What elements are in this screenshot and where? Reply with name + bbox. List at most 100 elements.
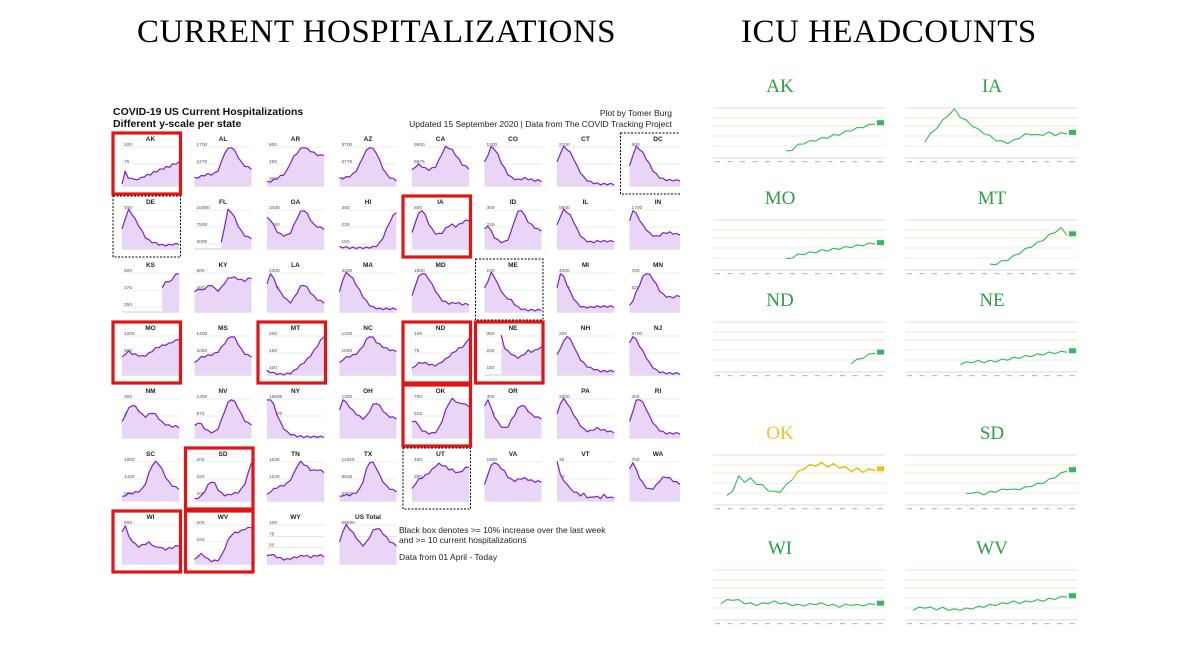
panel-title-fl: FL — [219, 199, 227, 206]
series-line-dc — [628, 145, 680, 182]
icu-headcounts-heading: ICU HEADCOUNTS — [741, 14, 1037, 50]
panel-title-sd: SD — [218, 451, 227, 458]
icu-x-tick — [994, 161, 1000, 163]
icu-x-tick — [852, 273, 858, 275]
series-area-wy — [267, 554, 324, 564]
panel-title-ut: UT — [436, 451, 445, 458]
icu-x-tick — [802, 273, 808, 275]
icu-x-tick — [790, 508, 795, 510]
red-box-ak — [111, 131, 183, 196]
icu-series-line-ak — [786, 123, 876, 152]
icu-x-tick — [957, 508, 962, 510]
tick-label: 450 — [269, 159, 277, 165]
icu-series-line-ok — [726, 462, 876, 497]
tick-label: 4000 — [559, 268, 570, 274]
icu-series-line-ia — [924, 108, 1068, 145]
tick-label: 1630 — [269, 457, 280, 463]
panel-ca: CA900069754650 — [411, 136, 470, 187]
icu-x-tick — [969, 508, 975, 510]
icu-x-tick — [994, 375, 1000, 377]
series-area-oh — [339, 399, 397, 438]
panel-title-ma: MA — [363, 262, 373, 269]
icu-x-tick — [1007, 375, 1012, 377]
black-box-note: Black box denotes >= 10% increase over t… — [399, 525, 606, 535]
icu-state-label-ia: IA — [982, 76, 1002, 97]
panel-mt: MT 200 150 100 — [256, 320, 328, 385]
icu-x-tick — [865, 508, 870, 510]
icu-x-tick — [840, 161, 845, 163]
series-area-dc — [629, 147, 680, 186]
panel-ar: AR 600 450 300 — [266, 136, 325, 187]
icu-x-tick — [727, 508, 733, 510]
icu-x-tick — [1019, 623, 1025, 625]
series-line-nh — [556, 336, 615, 373]
panel-title-or: OR — [508, 388, 518, 395]
icu-end-badge-ak — [877, 120, 884, 126]
panel-us-total: US Total59660447453100015750 — [338, 514, 397, 565]
tick-label: 200 — [269, 331, 277, 337]
icu-x-tick — [1069, 375, 1075, 377]
series-line-la — [266, 273, 325, 304]
panel-title-dc: DC — [653, 136, 663, 143]
panel-title-vt: VT — [581, 451, 589, 458]
series-line-nd — [411, 338, 470, 369]
panel-title-nm: NM — [145, 388, 155, 395]
panel-title-me: ME — [508, 262, 518, 269]
series-area-ms — [194, 336, 252, 375]
tick-label: 3430 — [269, 205, 280, 211]
icu-series-line-sd — [966, 470, 1068, 496]
icu-panel-nd: ND — [713, 290, 885, 377]
icu-x-tick — [1069, 273, 1075, 275]
tick-label: 30 — [559, 457, 565, 463]
panel-oh: OH1300975650 — [338, 388, 397, 439]
black-box-ut — [402, 447, 471, 510]
icu-x-tick — [969, 375, 975, 377]
panel-title-de: DE — [146, 199, 156, 206]
icu-x-tick — [865, 623, 870, 625]
red-box-ia — [401, 194, 473, 259]
series-area-sd — [194, 462, 252, 501]
icu-x-tick — [944, 161, 950, 163]
tick-label: 400 — [487, 394, 495, 400]
icu-panel-sd: SD — [905, 423, 1077, 510]
panel-hi: HI 300 225 150 — [339, 199, 397, 250]
panel-title-ky: KY — [218, 262, 228, 269]
tick-label: 6975 — [414, 159, 425, 165]
series-area-ok — [412, 399, 469, 438]
panel-az: AZ370027751850 — [339, 136, 397, 187]
panel-title-oh: OH — [363, 388, 373, 395]
tick-label: 5000 — [197, 239, 208, 245]
icu-x-tick — [944, 623, 950, 625]
panel-title-co: CO — [508, 136, 518, 143]
panel-title-ar: AR — [291, 136, 301, 143]
icu-x-tick — [919, 273, 925, 275]
panel-title-ri: RI — [655, 388, 662, 395]
panel-title-tn: TN — [291, 451, 300, 458]
icu-x-tick — [727, 161, 733, 163]
series-area-ct — [557, 147, 614, 186]
icu-x-tick — [919, 375, 925, 377]
icu-x-tick — [944, 273, 950, 275]
series-area-id — [484, 210, 542, 249]
hospitalizations-small-multiples: AK1007550AL17001275850AR600450300AZ37002… — [111, 131, 680, 574]
panel-title-al: AL — [219, 136, 228, 143]
icu-x-tick — [752, 375, 758, 377]
icu-x-tick — [982, 273, 987, 275]
panel-title-wa: WA — [653, 451, 664, 458]
icu-x-tick — [1057, 161, 1062, 163]
icu-x-tick — [1069, 623, 1075, 625]
icu-x-tick — [815, 508, 820, 510]
tick-label: 225 — [342, 222, 350, 228]
icu-x-tick — [1007, 161, 1012, 163]
icu-series-elevated-ok — [791, 461, 876, 481]
plot-credit: Plot by Tomer Burg — [599, 108, 672, 118]
icu-x-tick — [827, 375, 833, 377]
icu-x-tick — [932, 375, 937, 377]
tick-label: 3700 — [342, 142, 353, 148]
icu-end-badge-wv — [1069, 593, 1076, 599]
series-line-wi — [121, 525, 180, 551]
panel-mn: MN700525350 — [629, 262, 680, 313]
panel-nh: NH200150100 — [556, 325, 615, 376]
tick-label: 2775 — [342, 159, 353, 165]
tick-label: 1050 — [197, 348, 208, 354]
